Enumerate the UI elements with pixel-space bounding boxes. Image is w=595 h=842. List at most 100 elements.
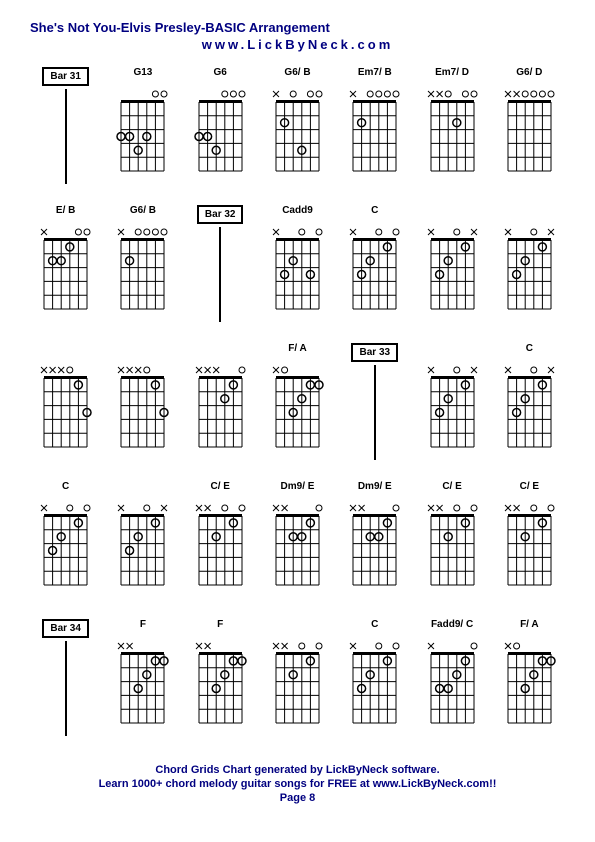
chord-label: G6 <box>214 67 227 81</box>
bar-line <box>219 227 221 322</box>
chord-diagram <box>115 636 170 731</box>
chord-diagram <box>502 360 557 455</box>
chord-diagram <box>425 222 480 317</box>
bar-line <box>65 641 67 736</box>
chord-cell <box>416 205 487 335</box>
chord-cell: C/ E <box>416 481 487 611</box>
chord-diagram <box>193 498 248 593</box>
bar-label: Bar 32 <box>197 205 244 224</box>
chord-diagram <box>270 222 325 317</box>
chord-cell: C <box>339 619 410 749</box>
chord-label: Em7/ D <box>435 67 469 81</box>
chord-diagram <box>115 498 170 593</box>
chord-label: G6/ D <box>516 67 542 81</box>
chord-label: G6/ B <box>284 67 310 81</box>
chord-diagram <box>425 84 480 179</box>
chord-cell <box>107 343 178 473</box>
footer-line-2: Learn 1000+ chord melody guitar songs fo… <box>30 778 565 790</box>
chord-label: C/ E <box>442 481 461 495</box>
chord-cell: C <box>494 343 565 473</box>
footer-line-1: Chord Grids Chart generated by LickByNec… <box>30 764 565 776</box>
chord-label: C <box>526 343 533 357</box>
chord-cell: Fadd9/ C <box>416 619 487 749</box>
chord-label: E/ B <box>56 205 75 219</box>
chord-label: C/ E <box>210 481 229 495</box>
chord-cell: C <box>339 205 410 335</box>
chord-cell: Dm9/ E <box>339 481 410 611</box>
footer: Chord Grids Chart generated by LickByNec… <box>30 764 565 804</box>
chord-diagram <box>502 498 557 593</box>
chord-diagram <box>193 84 248 179</box>
chord-diagram <box>502 84 557 179</box>
chord-label: Em7/ B <box>358 67 392 81</box>
chord-cell: C/ E <box>185 481 256 611</box>
footer-line-3: Page 8 <box>30 792 565 804</box>
chord-cell <box>107 481 178 611</box>
bar-marker: Bar 31 <box>30 67 101 197</box>
chord-label: Fadd9/ C <box>431 619 473 633</box>
chord-cell <box>185 343 256 473</box>
chord-cell: C/ E <box>494 481 565 611</box>
chord-label: C <box>371 619 378 633</box>
chord-diagram <box>502 222 557 317</box>
chord-diagram <box>38 498 93 593</box>
chord-diagram <box>38 222 93 317</box>
chord-label: C/ E <box>520 481 539 495</box>
chord-diagram <box>38 360 93 455</box>
chord-label: C <box>62 481 69 495</box>
page-subtitle: www.LickByNeck.com <box>30 37 565 52</box>
chord-cell: Em7/ D <box>416 67 487 197</box>
chord-diagram <box>270 636 325 731</box>
bar-label: Bar 34 <box>42 619 89 638</box>
chord-cell <box>416 343 487 473</box>
chord-label: C <box>371 205 378 219</box>
chord-label: F/ A <box>520 619 539 633</box>
chord-cell: G6/ B <box>107 205 178 335</box>
bar-marker: Bar 34 <box>30 619 101 749</box>
bar-label: Bar 33 <box>351 343 398 362</box>
chord-cell: Dm9/ E <box>262 481 333 611</box>
chord-diagram <box>193 636 248 731</box>
chord-label: Cadd9 <box>282 205 313 219</box>
chord-cell <box>262 619 333 749</box>
chord-cell: Em7/ B <box>339 67 410 197</box>
chord-cell: G13 <box>107 67 178 197</box>
chord-cell <box>494 205 565 335</box>
bar-marker: Bar 32 <box>185 205 256 335</box>
chord-diagram <box>270 498 325 593</box>
chord-cell: G6 <box>185 67 256 197</box>
chord-cell: G6/ B <box>262 67 333 197</box>
bar-line <box>65 89 67 184</box>
chord-cell: G6/ D <box>494 67 565 197</box>
chord-diagram <box>347 222 402 317</box>
page-title: She's Not You-Elvis Presley-BASIC Arrang… <box>30 20 565 35</box>
chord-diagram <box>270 360 325 455</box>
chord-diagram <box>425 636 480 731</box>
chord-label: F <box>140 619 146 633</box>
chord-cell: E/ B <box>30 205 101 335</box>
chord-label: G13 <box>133 67 152 81</box>
chord-diagram <box>115 84 170 179</box>
chord-diagram <box>347 84 402 179</box>
chord-cell: F/ A <box>262 343 333 473</box>
chord-diagram <box>193 360 248 455</box>
chord-diagram <box>425 498 480 593</box>
chord-cell: F/ A <box>494 619 565 749</box>
chord-diagram <box>115 360 170 455</box>
chord-cell: F <box>185 619 256 749</box>
chord-diagram <box>425 360 480 455</box>
chord-diagram <box>270 84 325 179</box>
chord-diagram <box>115 222 170 317</box>
chord-diagram <box>347 636 402 731</box>
chord-cell: C <box>30 481 101 611</box>
chord-diagram <box>502 636 557 731</box>
bar-marker: Bar 33 <box>339 343 410 473</box>
chord-label: F <box>217 619 223 633</box>
chord-diagram <box>347 498 402 593</box>
chord-grid: Bar 31 G13 G6 G6/ B Em7/ B Em7/ D G6/ D E/ B G6/… <box>30 67 565 749</box>
chord-label: Dm9/ E <box>358 481 392 495</box>
chord-cell: F <box>107 619 178 749</box>
chord-cell <box>30 343 101 473</box>
chord-label: G6/ B <box>130 205 156 219</box>
bar-line <box>374 365 376 460</box>
